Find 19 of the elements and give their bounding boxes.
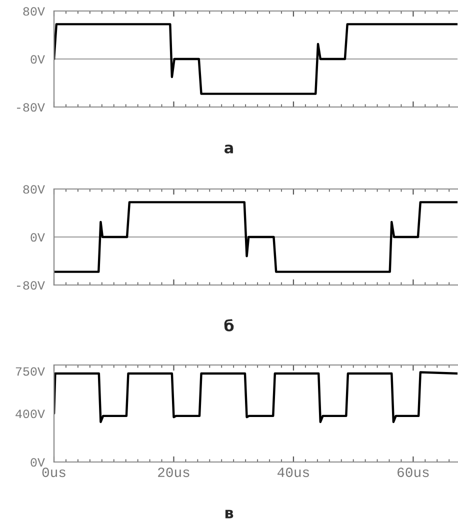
y-tick-label: 400V [16,410,45,418]
text: б [224,319,234,332]
x-tick-label: 20us [158,468,190,478]
x-tick-label: 0us [42,468,66,478]
line-series [54,201,458,273]
x-tick-label: 60us [398,468,429,478]
line-series [54,371,458,424]
text: а [224,144,233,154]
x-tick-label: 40us [277,468,309,478]
text: в [225,510,234,518]
y-tick-label: 80V [23,7,45,16]
y-tick-label: -80V [17,103,45,112]
line-series [54,23,458,95]
y-tick-label: 0V [30,458,45,467]
y-tick-label: 0V [30,233,45,242]
y-tick-label: 0V [30,55,45,64]
y-tick-label: 80V [23,185,45,194]
y-tick-label: -80V [17,281,45,290]
y-tick-label: 750V [16,367,45,376]
